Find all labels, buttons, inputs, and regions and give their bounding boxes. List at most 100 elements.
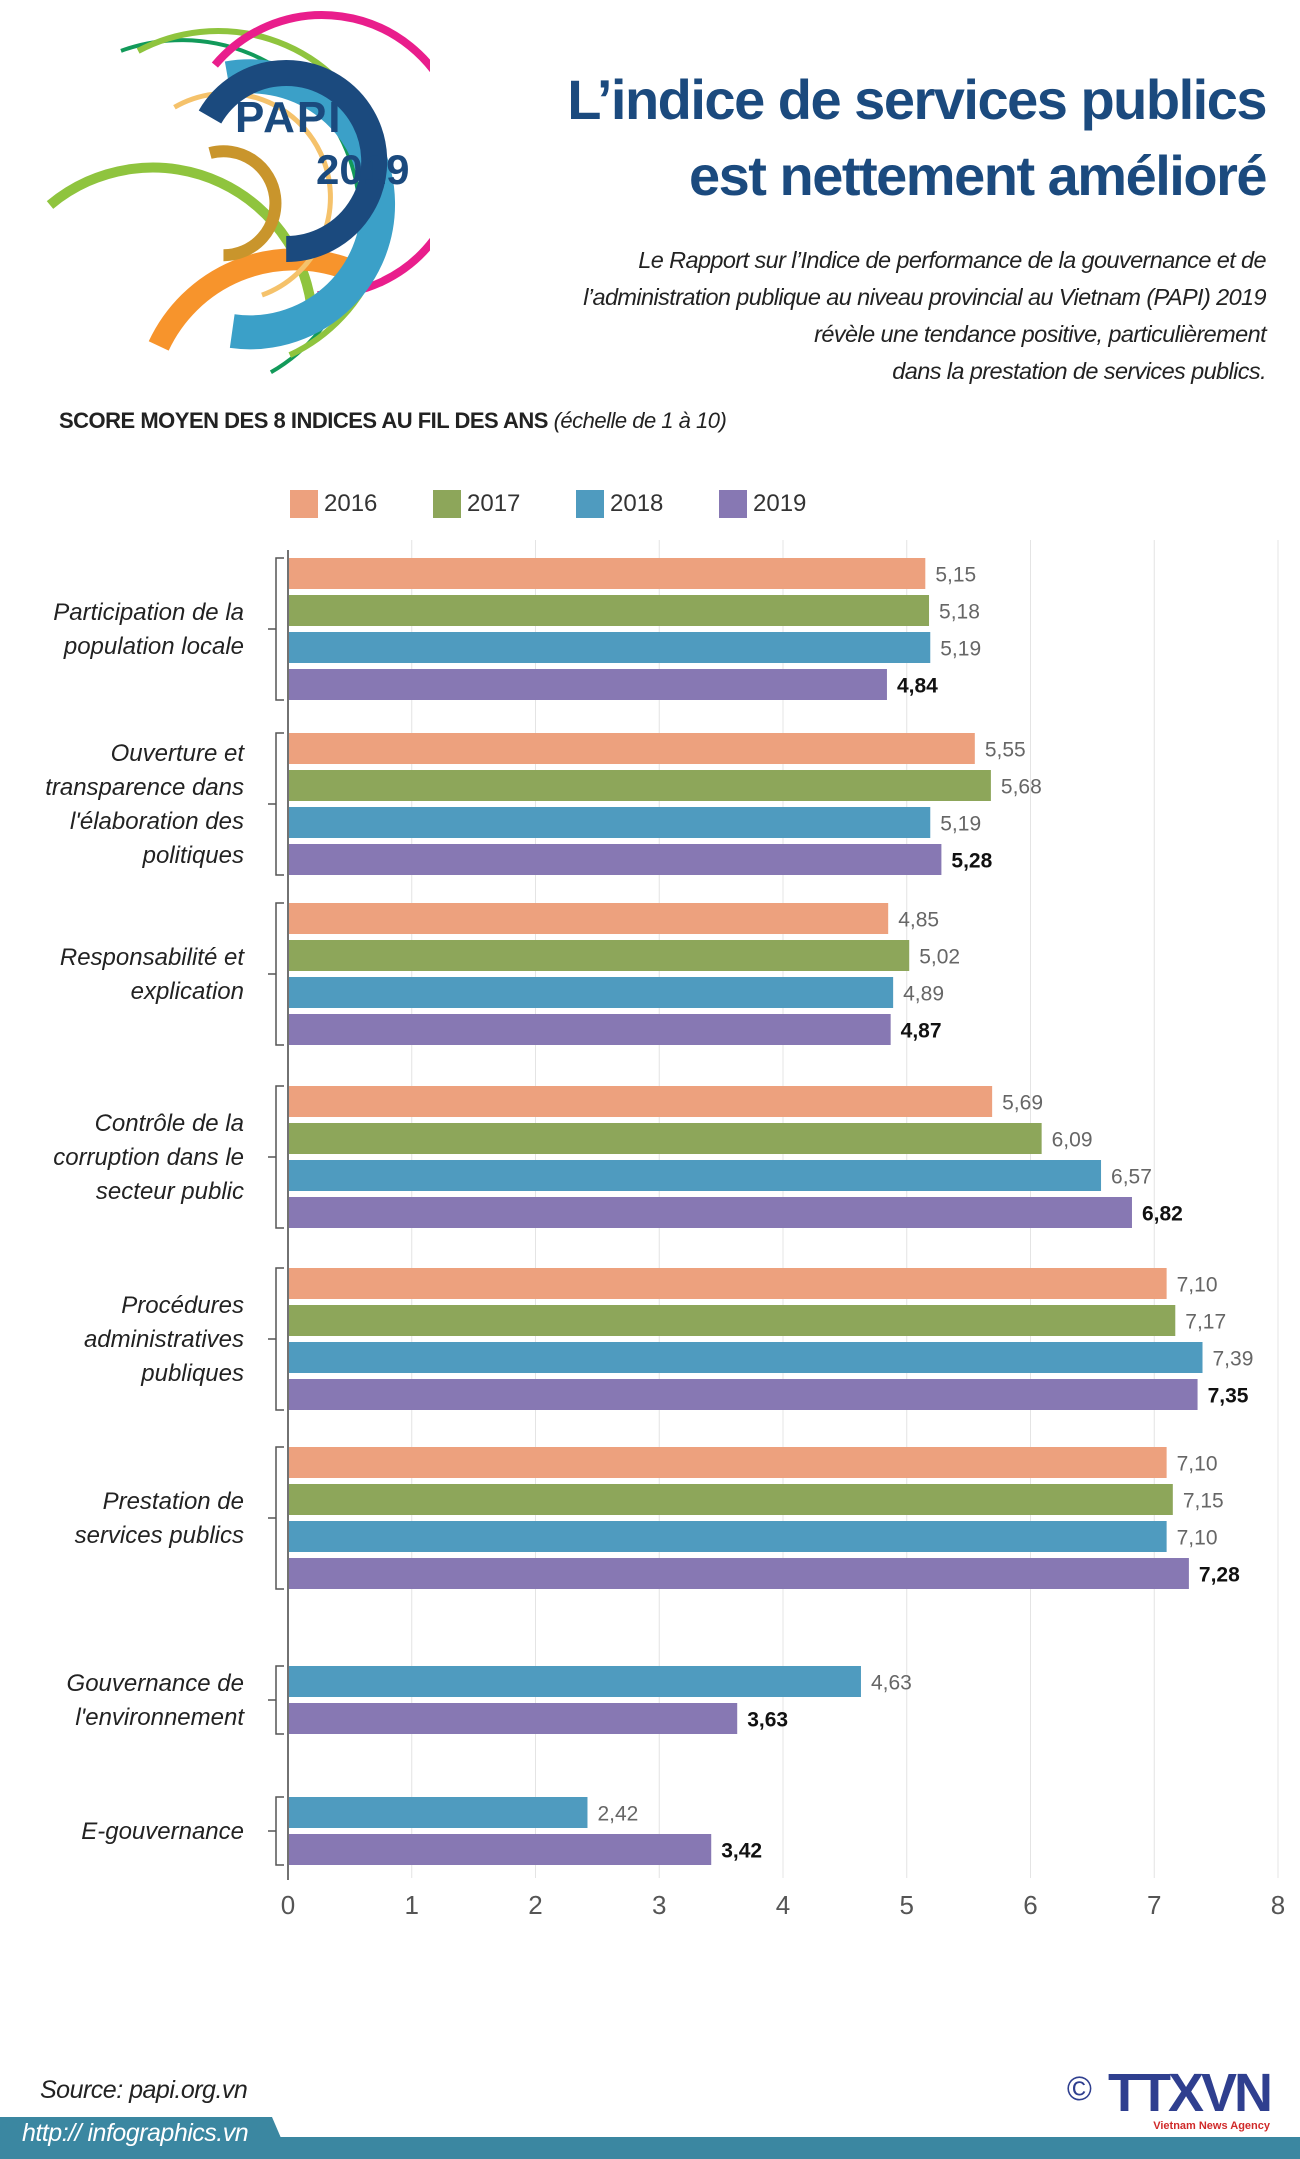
value-label: 4,85 (898, 909, 939, 932)
category-label-line: explication (131, 978, 244, 1005)
legend-swatch (576, 490, 604, 518)
category-label-line: politiques (142, 842, 244, 869)
value-label: 4,84 (897, 675, 938, 698)
value-label: 5,18 (939, 601, 980, 624)
logo-arc (46, 162, 318, 328)
category-label: Gouvernance de l'environnement (67, 1670, 246, 1731)
category-label-line: corruption dans le (53, 1144, 244, 1171)
category-label: Ouverture et transparence dans l'élaborati… (45, 740, 245, 869)
x-tick-label: 8 (1271, 1890, 1285, 1920)
category-bracket (268, 1796, 284, 1866)
category-label-line: secteur public (96, 1178, 244, 1205)
value-label: 5,19 (940, 638, 981, 661)
value-label: 7,15 (1183, 1490, 1224, 1513)
bar-2018 (289, 977, 894, 1008)
page-title: L’indice de services publics est netteme… (567, 62, 1267, 214)
category-label-line: l'élaboration des (70, 808, 244, 835)
value-label: 7,10 (1177, 1453, 1218, 1476)
x-tick-label: 3 (652, 1890, 666, 1920)
category-label-line: publiques (140, 1360, 244, 1387)
value-label: 7,10 (1177, 1274, 1218, 1297)
category-bracket (268, 732, 284, 876)
category-label-line: Prestation de (103, 1488, 244, 1515)
category-bracket (268, 902, 284, 1046)
bar-2016 (289, 733, 975, 764)
value-label: 4,87 (901, 1020, 942, 1043)
infographics-link[interactable]: http:// infographics.vn (22, 2119, 249, 2147)
x-tick-label: 4 (776, 1890, 790, 1920)
bars (289, 558, 1203, 1865)
bar-2019 (289, 1834, 712, 1865)
legend-swatch (433, 490, 461, 518)
value-label: 5,19 (940, 813, 981, 836)
value-label: 7,39 (1213, 1348, 1254, 1371)
bar-2018 (289, 632, 931, 663)
chart-legend: 2016 2017 2018 2019 (290, 490, 862, 518)
category-label-line: Procédures (121, 1292, 244, 1319)
legend-swatch (290, 490, 318, 518)
legend-label: 2017 (467, 490, 521, 517)
intro-line-2: l’administration publique au niveau prov… (583, 284, 1266, 310)
footer-band (0, 2137, 1300, 2159)
value-label: 3,63 (747, 1709, 788, 1732)
bar-2018 (289, 1797, 588, 1828)
value-label: 5,55 (985, 739, 1026, 762)
category-label: Participation de la population locale (53, 599, 244, 660)
chart-heading: SCORE MOYEN DES 8 INDICES AU FIL DES ANS… (59, 408, 727, 434)
bar-2019 (289, 1197, 1132, 1228)
category-label-line: Ouverture et (111, 740, 246, 767)
x-tick-label: 2 (528, 1890, 542, 1920)
bar-2017 (289, 1123, 1042, 1154)
bar-2018 (289, 1160, 1102, 1191)
category-bracket (268, 1446, 284, 1590)
bar-2017 (289, 1484, 1173, 1515)
value-label: 3,42 (721, 1840, 762, 1863)
bar-2016 (289, 1447, 1167, 1478)
papi-2019-logo: PAPI 2019 (46, 11, 430, 374)
category-label-line: Contrôle de la (95, 1110, 244, 1137)
category-bracket (268, 1085, 284, 1229)
intro-line-4: dans la prestation de services publics. (892, 358, 1266, 384)
bar-2019 (289, 1014, 891, 1045)
x-tick-label: 7 (1147, 1890, 1161, 1920)
bar-2016 (289, 1268, 1167, 1299)
bar-2017 (289, 595, 930, 626)
value-label: 5,69 (1002, 1092, 1043, 1115)
bar-2019 (289, 1703, 738, 1734)
value-label: 6,82 (1142, 1203, 1183, 1226)
bar-2016 (289, 558, 926, 589)
logo-arc (208, 145, 282, 262)
bar-2018 (289, 1521, 1167, 1552)
category-bracket (268, 1267, 284, 1411)
category-label: Responsabilité et explication (60, 944, 245, 1005)
legend-label: 2018 (610, 490, 664, 517)
value-label: 6,57 (1111, 1166, 1152, 1189)
legend-item-2016: 2016 (290, 490, 433, 518)
title-line-2: est nettement amélioré (689, 144, 1267, 207)
category-label: Prestation de services publics (75, 1488, 244, 1549)
category-label-line: services publics (75, 1522, 244, 1549)
bar-2016 (289, 903, 889, 934)
chart-heading-note: (échelle de 1 à 10) (553, 408, 727, 433)
value-label: 5,28 (951, 850, 992, 873)
legend-swatch (719, 490, 747, 518)
category-label: Procédures administratives publiques (84, 1292, 244, 1387)
x-tick-label: 1 (405, 1890, 419, 1920)
category-label-line: Gouvernance de (67, 1670, 244, 1697)
logo-arcs (46, 11, 430, 374)
bar-2019 (289, 669, 887, 700)
logo-papi-text: PAPI (235, 93, 342, 142)
category-label-line: l'environnement (75, 1704, 245, 1731)
chart-heading-main: SCORE MOYEN DES 8 INDICES AU FIL DES ANS (59, 408, 548, 433)
value-label: 7,10 (1177, 1527, 1218, 1550)
bar-2017 (289, 770, 991, 801)
brand-name: TTXVN (1107, 2063, 1273, 2123)
value-label: 5,02 (919, 946, 960, 969)
bar-2019 (289, 1379, 1198, 1410)
brand-subtitle: Vietnam News Agency (1153, 2120, 1270, 2132)
value-label: 7,17 (1185, 1311, 1226, 1334)
bar-2017 (289, 1305, 1176, 1336)
value-label: 7,35 (1208, 1385, 1249, 1408)
legend-item-2017: 2017 (433, 490, 576, 518)
